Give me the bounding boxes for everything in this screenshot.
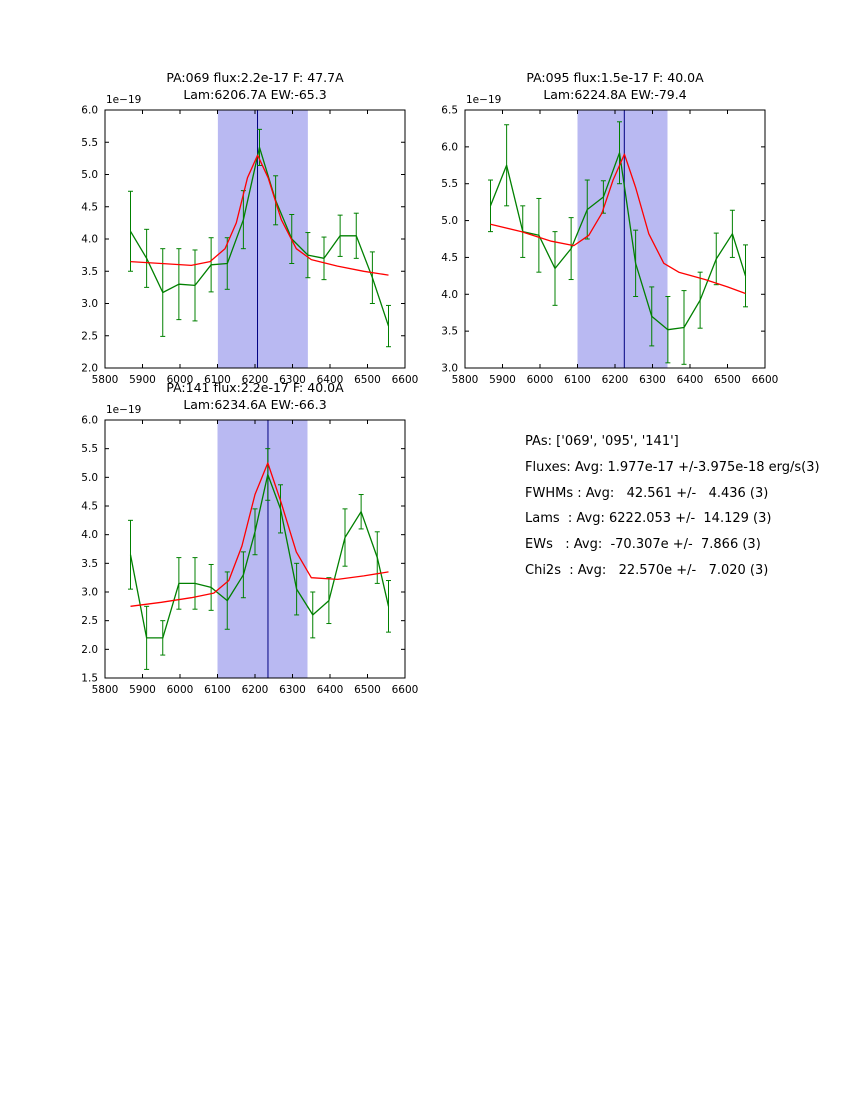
highlight-band (577, 110, 668, 368)
x-tick-label: 6500 (714, 374, 741, 386)
y-offset-label: 1e−19 (466, 94, 501, 106)
x-tick-label: 6200 (602, 374, 629, 386)
x-tick-label: 6400 (317, 374, 344, 386)
y-tick-label: 4.5 (81, 501, 98, 513)
x-tick-label: 6500 (354, 374, 381, 386)
summary-line-chi2s: Chi2s : Avg: 22.570e +/- 7.020 (3) (525, 562, 769, 578)
tick-marks (104, 419, 406, 679)
chart-subtitle: Lam:6224.8A EW:-79.4 (543, 87, 686, 102)
y-tick-label: 5.5 (81, 137, 98, 149)
x-tick-label: 5900 (129, 374, 156, 386)
y-tick-label: 5.5 (81, 443, 98, 455)
chart-pa141: 5800 5900 6000 6100 6200 6300 6400 6500 6600 1.5 2… (60, 375, 426, 709)
chart-pa095: 5800 5900 6000 6100 6200 6300 6400 6500 6600 3.0 3… (420, 65, 786, 399)
x-tick-label: 5800 (452, 374, 479, 386)
y-tick-label: 1.5 (81, 673, 98, 685)
spectrum-series (488, 121, 748, 365)
fit-series (130, 154, 389, 276)
fit-series (490, 153, 746, 295)
chart-svg: 5800 5900 6000 6100 6200 6300 6400 6500 6600 1.5 2… (81, 380, 419, 696)
y-tick-label: 3.0 (81, 587, 98, 599)
chart-subtitle: Lam:6206.7A EW:-65.3 (183, 87, 326, 102)
x-tick-label: 6600 (752, 374, 779, 386)
x-tick-label: 5900 (489, 374, 516, 386)
spectrum-line (129, 146, 390, 327)
x-tick-label: 5800 (92, 684, 119, 696)
fit-line (130, 462, 389, 607)
fit-line (490, 153, 746, 295)
summary-line-pas: PAs: ['069', '095', '141'] (525, 434, 679, 449)
x-tick-label: 6300 (279, 684, 306, 696)
x-tick-label: 6300 (279, 374, 306, 386)
y-tick-label: 2.0 (81, 644, 98, 656)
y-tick-label: 3.0 (81, 298, 98, 310)
y-tick-label: 3.5 (81, 558, 98, 570)
tick-marks (104, 109, 406, 369)
summary-line-fwhms: FWHMs : Avg: 42.561 +/- 4.436 (3) (525, 485, 769, 501)
y-tick-label: 2.0 (81, 363, 98, 375)
chart-svg: 5800 5900 6000 6100 6200 6300 6400 6500 6600 3.0 3… (441, 70, 779, 386)
y-tick-label: 2.5 (81, 615, 98, 627)
y-offset-label: 1e−19 (106, 404, 141, 416)
summary-line-lams: Lams : Avg: 6222.053 +/- 14.129 (3) (525, 511, 772, 527)
fit-series (130, 462, 389, 607)
highlight-band (217, 110, 308, 368)
y-tick-label: 5.0 (441, 215, 458, 227)
y-tick-label: 5.0 (81, 169, 98, 181)
chart-svg: 5800 5900 6000 6100 6200 6300 6400 6500 6600 2.0 2… (81, 70, 419, 386)
x-tick-label: 6200 (242, 374, 269, 386)
y-tick-label: 4.5 (441, 252, 458, 264)
x-tick-label: 6400 (677, 374, 704, 386)
x-tick-label: 6100 (204, 374, 231, 386)
y-tick-label: 3.0 (441, 363, 458, 375)
fit-line (130, 154, 389, 276)
x-tick-label: 6100 (564, 374, 591, 386)
x-tick-label: 6100 (204, 684, 231, 696)
spectrum-series (128, 128, 391, 348)
y-tick-label: 4.0 (81, 234, 98, 246)
y-tick-label: 3.5 (441, 326, 458, 338)
x-tick-label: 6300 (639, 374, 666, 386)
chart-title: PA:095 flux:1.5e-17 F: 40.0A (526, 70, 704, 85)
spectrum-line (129, 473, 390, 639)
chart-pa069: 5800 5900 6000 6100 6200 6300 6400 6500 6600 2.0 2… (60, 65, 426, 399)
chart-title: PA:141 flux:2.2e-17 F: 40.0A (166, 380, 344, 395)
chart-subtitle: Lam:6234.6A EW:-66.3 (183, 397, 326, 412)
spectrum-line (489, 152, 747, 331)
y-tick-label: 3.5 (81, 266, 98, 278)
summary-line-fluxes: Fluxes: Avg: 1.977e-17 +/-3.975e-18 erg/… (525, 459, 820, 475)
highlight-band (217, 420, 308, 678)
x-tick-label: 6000 (167, 684, 194, 696)
chart-title: PA:069 flux:2.2e-17 F: 47.7A (166, 70, 344, 85)
x-tick-label: 6400 (317, 684, 344, 696)
y-tick-label: 6.0 (441, 141, 458, 153)
y-tick-label: 5.5 (441, 178, 458, 190)
x-tick-label: 5900 (129, 684, 156, 696)
summary-line-ews: EWs : Avg: -70.307e +/- 7.866 (3) (525, 537, 761, 553)
y-tick-label: 5.0 (81, 472, 98, 484)
x-tick-label: 5800 (92, 374, 119, 386)
x-tick-label: 6600 (392, 684, 419, 696)
x-tick-label: 6600 (392, 374, 419, 386)
x-tick-label: 6200 (242, 684, 269, 696)
x-tick-label: 6500 (354, 684, 381, 696)
y-tick-label: 6.0 (81, 415, 98, 427)
y-tick-label: 6.5 (441, 105, 458, 117)
y-tick-label: 4.5 (81, 201, 98, 213)
y-tick-label: 2.5 (81, 330, 98, 342)
x-tick-label: 6000 (167, 374, 194, 386)
y-tick-label: 4.0 (81, 529, 98, 541)
x-tick-label: 6000 (527, 374, 554, 386)
tick-marks (464, 109, 766, 369)
y-offset-label: 1e−19 (106, 94, 141, 106)
y-tick-label: 6.0 (81, 105, 98, 117)
summary-stats: PAs: ['069', '095', '141'] Fluxes: Avg: … (525, 429, 820, 584)
y-tick-label: 4.0 (441, 289, 458, 301)
